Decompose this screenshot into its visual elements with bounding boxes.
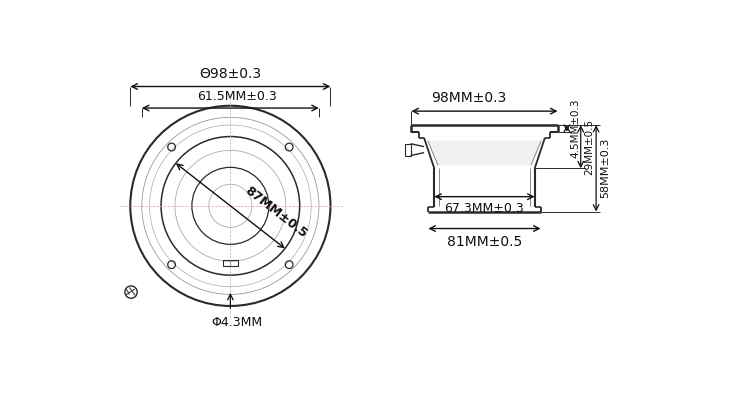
Text: 98MM±0.3: 98MM±0.3 [431, 91, 507, 105]
Text: 58MM±0.3: 58MM±0.3 [600, 138, 610, 198]
Text: Θ98±0.3: Θ98±0.3 [200, 67, 262, 81]
Text: 29MM±0.5: 29MM±0.5 [584, 118, 595, 175]
Text: 81MM±0.5: 81MM±0.5 [447, 235, 522, 249]
Text: 87MM±0.5: 87MM±0.5 [242, 184, 309, 240]
Polygon shape [427, 141, 542, 165]
Text: 61.5MM±0.3: 61.5MM±0.3 [196, 90, 277, 103]
Bar [404, 144, 410, 156]
Bar [223, 260, 238, 266]
Text: 67.3MM±0.3: 67.3MM±0.3 [445, 202, 524, 215]
Text: 4.5MM±0.3: 4.5MM±0.3 [571, 99, 580, 158]
Text: Φ4.3MM: Φ4.3MM [211, 316, 262, 329]
